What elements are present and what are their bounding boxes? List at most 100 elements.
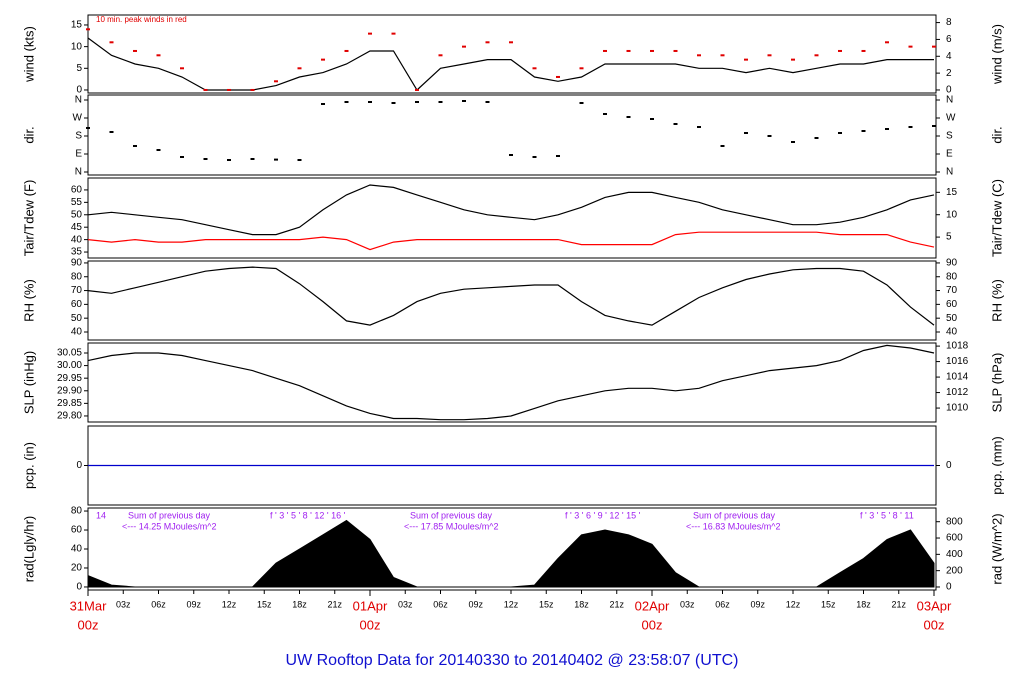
x-tick-label: 18z: [856, 599, 871, 609]
y-axis-label: RH (%): [21, 279, 36, 322]
y-tick-label: 30.05: [57, 348, 82, 359]
peak-point: [861, 49, 866, 52]
y-tick-label: 90: [71, 258, 83, 269]
annotation: <--- 17.85 MJoules/m^2: [404, 521, 499, 531]
direction-point: [861, 130, 866, 132]
footer-title: UW Rooftop Data for 20140330 to 20140402…: [286, 652, 739, 669]
panel-frame: [87, 260, 937, 341]
peak-point: [603, 49, 607, 52]
y2-tick-label: 60: [946, 299, 958, 310]
direction-point: [791, 141, 795, 143]
x-tick-label: 12z: [504, 599, 519, 609]
x-tick-label: 12z: [222, 599, 237, 609]
y-tick-label: 30.00: [57, 360, 82, 371]
y-tick-label: 5: [76, 63, 82, 74]
y2-tick-label: 0: [946, 85, 952, 96]
y2-axis-label: rad (W/m^2): [989, 513, 1004, 584]
panel-frame: [87, 507, 937, 591]
y-tick-label: 60: [71, 299, 83, 310]
peak-point: [697, 54, 701, 57]
direction-point: [321, 103, 325, 105]
y-axis-label: rad(Lgly/hr): [21, 516, 36, 582]
direction-point: [556, 155, 560, 157]
x-tick-label: 18z: [574, 599, 589, 609]
peak-point: [885, 41, 889, 44]
y2-axis-label: SLP (hPa): [989, 353, 1004, 413]
y-tick-label: N: [75, 95, 82, 106]
y2-tick-label: 15: [946, 187, 958, 198]
y-tick-label: 40: [71, 544, 83, 555]
direction-point: [250, 158, 255, 160]
direction-point: [180, 156, 184, 158]
x-tick-label: 21z: [891, 599, 906, 609]
x-tick-label: 15z: [257, 599, 272, 609]
direction-point: [814, 137, 819, 139]
annotation: <--- 14.25 MJoules/m^2: [122, 521, 217, 531]
y2-tick-label: 1018: [946, 341, 969, 352]
y-tick-label: 50: [71, 313, 83, 324]
y-tick-label: N: [75, 167, 82, 178]
y2-tick-label: 2: [946, 68, 952, 79]
direction-point: [673, 123, 678, 125]
y2-tick-label: 800: [946, 516, 963, 527]
y-tick-label: 60: [71, 185, 83, 196]
y2-tick-label: 600: [946, 533, 963, 544]
y2-tick-label: W: [946, 113, 956, 124]
x-tick-label: 03z: [680, 599, 695, 609]
direction-point: [462, 100, 466, 102]
y2-tick-label: 6: [946, 34, 952, 45]
direction-point: [297, 159, 302, 161]
peak-point: [438, 54, 443, 57]
direction-point: [908, 126, 913, 128]
y-axis-label: wind (kts): [21, 26, 36, 83]
y2-tick-label: 90: [946, 258, 958, 269]
peak-point: [462, 45, 466, 48]
y-tick-label: 55: [71, 197, 83, 208]
y-tick-label: 29.90: [57, 385, 82, 396]
direction-point: [415, 101, 419, 103]
y-axis-label: pcp. (in): [21, 442, 36, 489]
y2-tick-label: 1016: [946, 356, 969, 367]
x-tick-label: 09z: [468, 599, 483, 609]
y2-tick-label: 8: [946, 17, 952, 28]
peak-point: [133, 49, 137, 52]
y-tick-label: W: [73, 113, 83, 124]
y2-tick-label: 1010: [946, 403, 969, 414]
direction-point: [274, 158, 278, 161]
x-tick-label: 09z: [750, 599, 765, 609]
y2-axis-label: dir.: [989, 126, 1004, 143]
direction-point: [438, 101, 443, 103]
direction-point: [109, 131, 114, 133]
direction-point: [838, 132, 842, 134]
direction-point: [720, 145, 725, 147]
x-tick-label: 15z: [821, 599, 836, 609]
peak-point: [274, 80, 278, 83]
day-sublabel: 00z: [924, 617, 945, 632]
x-tick-label: 06z: [715, 599, 730, 609]
direction-point: [133, 145, 137, 147]
y-tick-label: 50: [71, 209, 83, 220]
peak-point: [485, 41, 490, 44]
y-tick-label: 45: [71, 222, 83, 233]
direction-point: [744, 132, 748, 134]
peak-point: [415, 88, 419, 91]
peak-point: [908, 45, 913, 48]
series-line: [87, 37, 934, 91]
peak-point: [579, 67, 584, 70]
y2-tick-label: 80: [946, 271, 958, 282]
y2-tick-label: N: [946, 167, 953, 178]
peak-point: [250, 88, 255, 91]
peak-point: [720, 54, 725, 57]
direction-point: [932, 125, 936, 127]
peak-point: [532, 67, 537, 70]
y2-tick-label: 40: [946, 327, 958, 338]
y-tick-label: 20: [71, 563, 83, 574]
day-label: 03Apr: [917, 598, 952, 613]
peak-point: [838, 49, 842, 52]
day-sublabel: 00z: [360, 617, 381, 632]
day-label: 31Mar: [70, 598, 108, 613]
y-tick-label: 15: [71, 20, 83, 31]
peak-point: [180, 67, 184, 70]
x-tick-label: 03z: [398, 599, 413, 609]
